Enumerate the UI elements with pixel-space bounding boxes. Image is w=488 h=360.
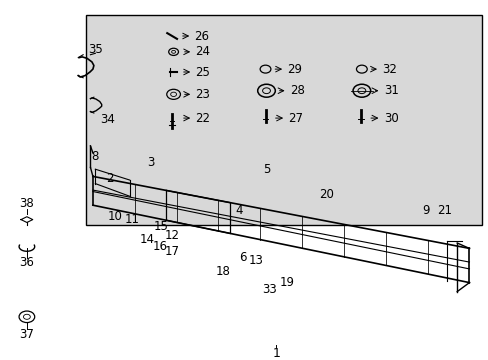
Text: 30: 30: [383, 112, 398, 125]
Text: 21: 21: [437, 204, 451, 217]
Text: 5: 5: [262, 163, 270, 176]
Bar: [85, 15, 481, 225]
Text: 28: 28: [289, 84, 304, 97]
Text: 17: 17: [164, 245, 179, 258]
Text: 20: 20: [319, 188, 333, 201]
Text: 1: 1: [272, 347, 280, 360]
Text: 37: 37: [20, 328, 34, 341]
Text: 14: 14: [139, 233, 154, 246]
Text: 18: 18: [215, 265, 230, 278]
Text: 9: 9: [422, 204, 429, 217]
Text: 15: 15: [154, 220, 168, 233]
Text: 23: 23: [195, 88, 210, 101]
Text: 29: 29: [287, 63, 302, 76]
Text: 26: 26: [194, 30, 209, 42]
Text: 34: 34: [100, 113, 115, 126]
Text: 27: 27: [288, 112, 303, 125]
Text: 19: 19: [280, 276, 294, 289]
Text: 16: 16: [153, 240, 167, 253]
Text: 4: 4: [235, 204, 243, 217]
Text: 32: 32: [382, 63, 396, 76]
Text: 11: 11: [124, 213, 139, 226]
Text: 33: 33: [262, 283, 277, 296]
Text: 38: 38: [20, 197, 34, 210]
Text: 12: 12: [164, 229, 179, 242]
Text: 2: 2: [106, 172, 114, 185]
Text: 24: 24: [195, 45, 210, 58]
Text: 35: 35: [88, 43, 102, 56]
Text: 36: 36: [20, 256, 34, 269]
Text: 8: 8: [91, 150, 99, 163]
Text: 13: 13: [248, 254, 263, 267]
Text: 25: 25: [195, 66, 210, 78]
Text: 3: 3: [146, 156, 154, 169]
Text: 22: 22: [195, 112, 210, 125]
Text: 31: 31: [383, 84, 398, 97]
Text: 6: 6: [238, 251, 246, 264]
Text: 10: 10: [107, 210, 122, 222]
